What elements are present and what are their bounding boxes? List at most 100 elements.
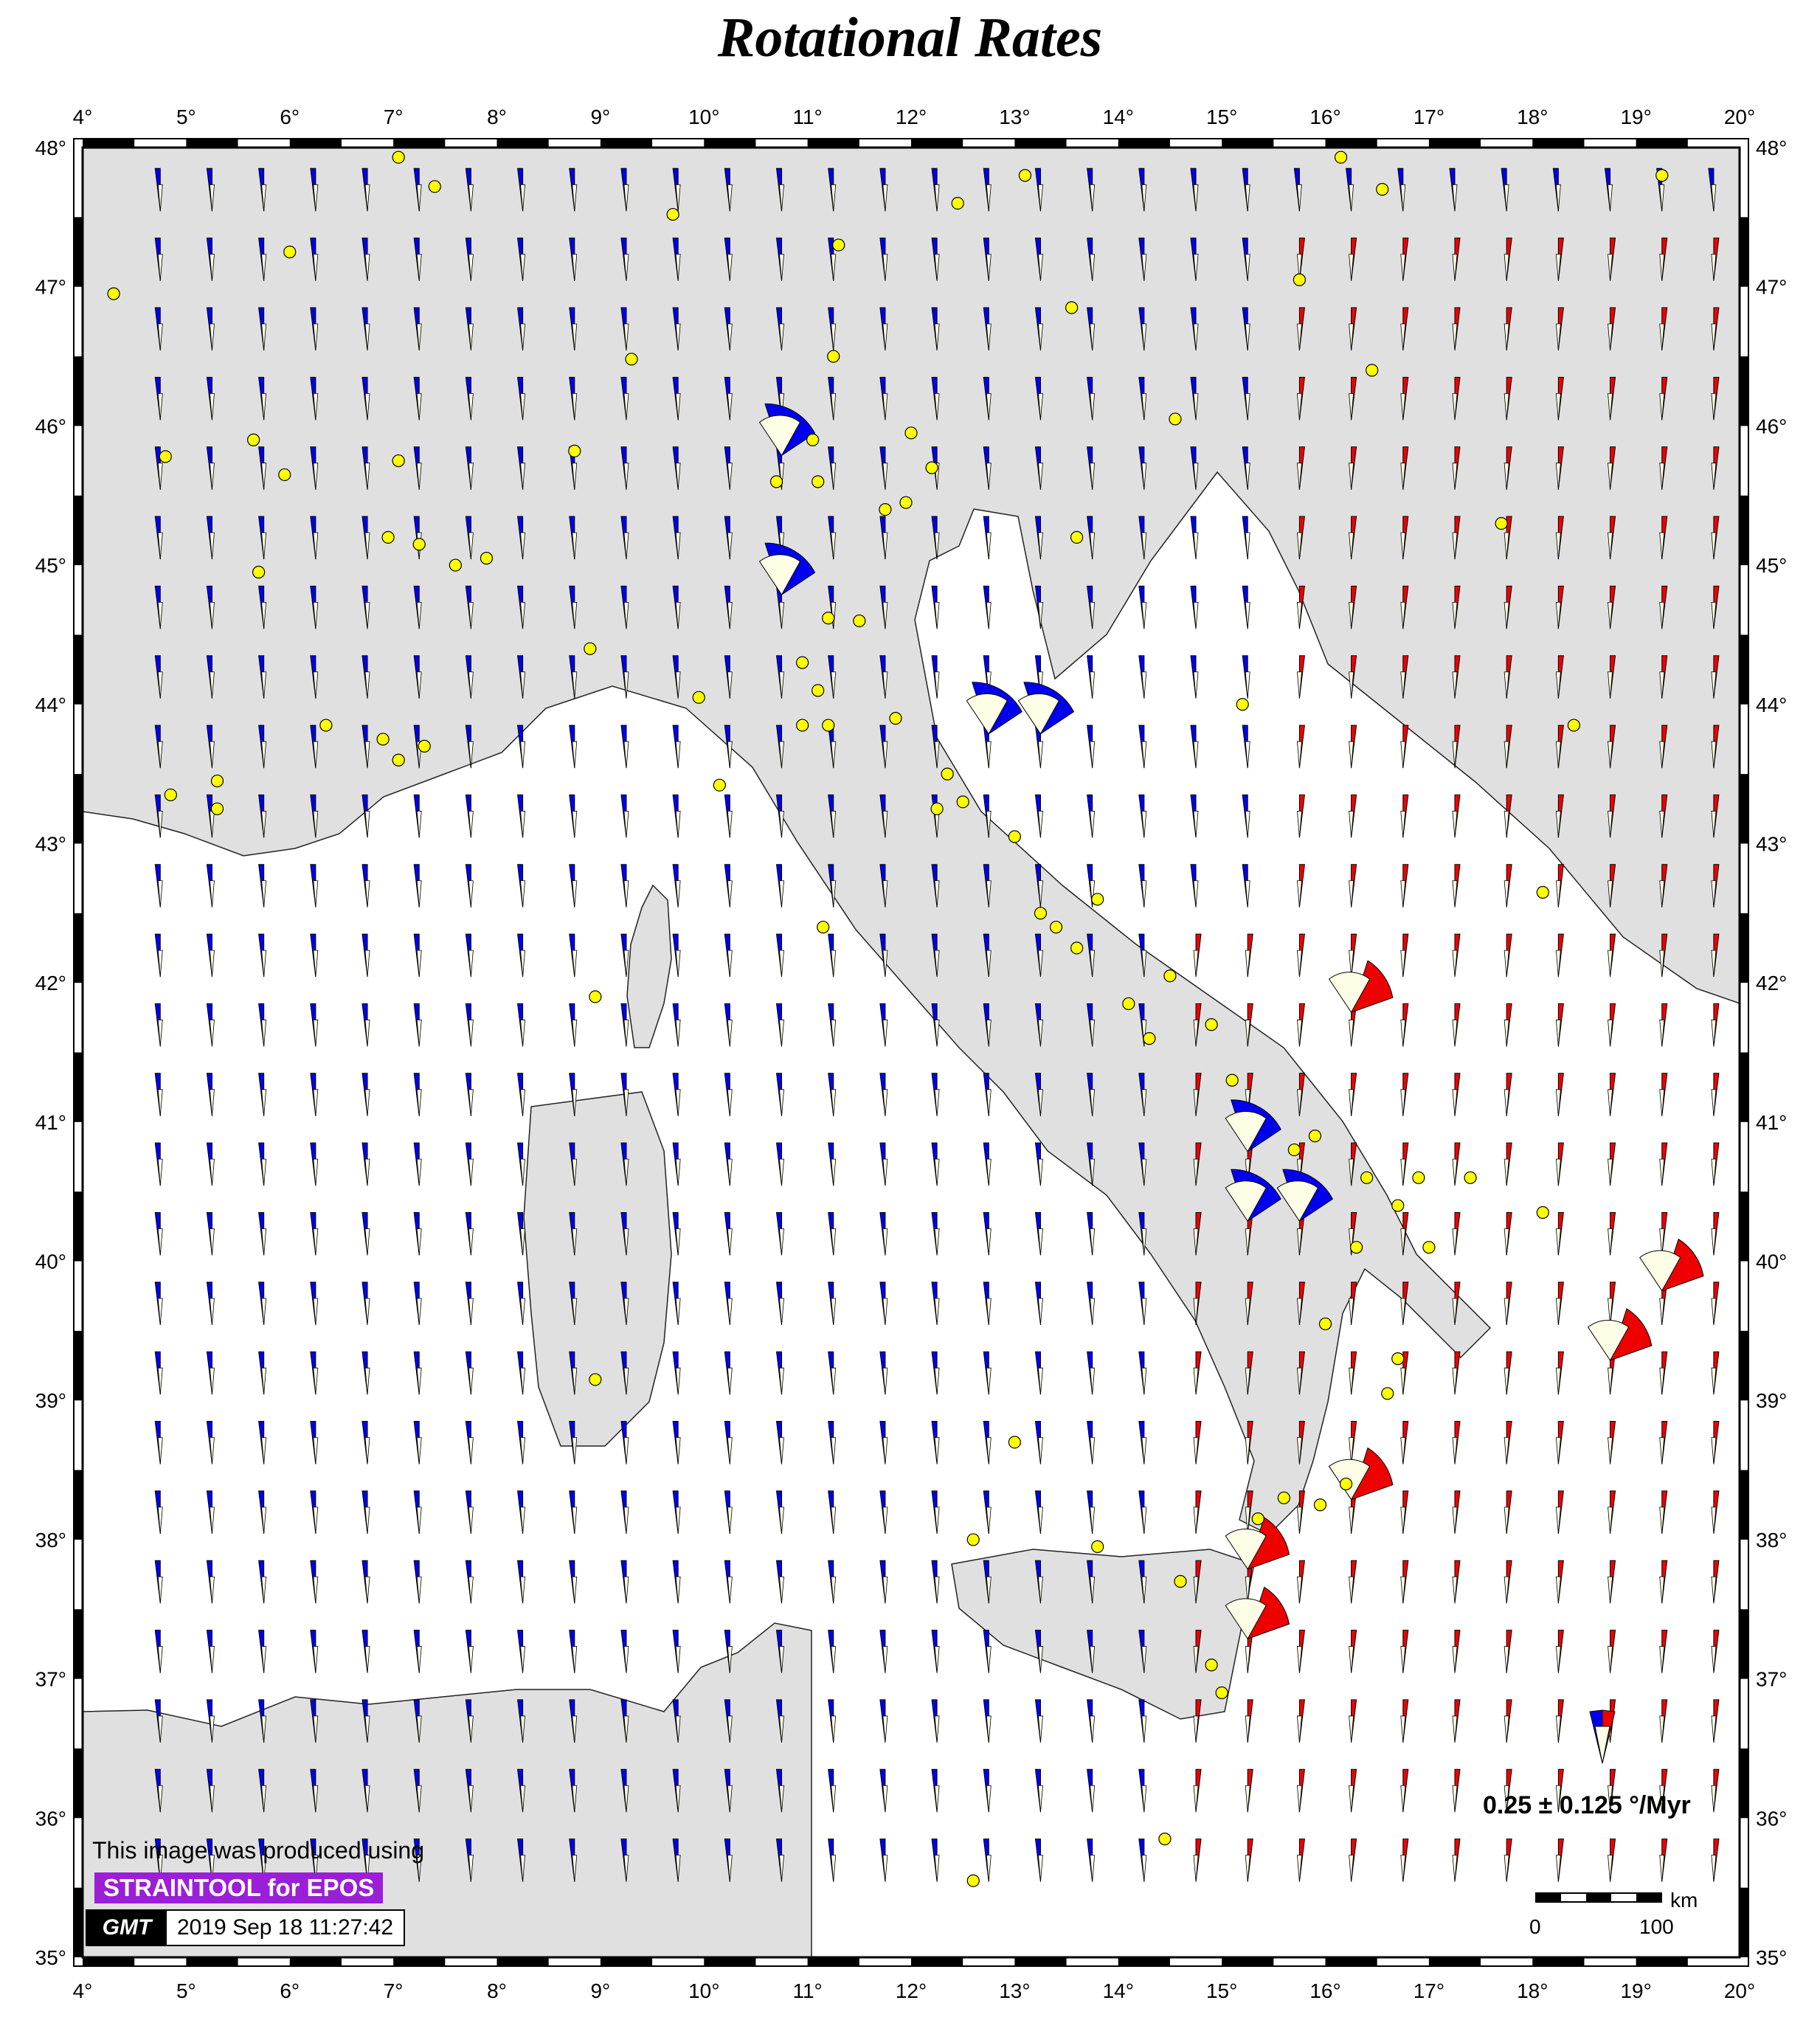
uncertainty-wedge	[1452, 1158, 1458, 1186]
uncertainty-wedge	[1296, 1020, 1302, 1047]
uncertainty-wedge	[1296, 811, 1302, 838]
uncertainty-wedge	[831, 184, 837, 212]
uncertainty-wedge	[364, 1785, 370, 1813]
lon-tick-label-bottom: 7°	[384, 1979, 404, 2002]
uncertainty-wedge	[1141, 671, 1147, 699]
uncertainty-wedge	[313, 532, 319, 560]
uncertainty-wedge	[416, 1785, 422, 1813]
uncertainty-wedge	[1711, 950, 1717, 978]
lat-tick-label-left: 35°	[35, 1946, 66, 1969]
station-point	[392, 454, 405, 468]
uncertainty-wedge	[572, 1437, 578, 1464]
uncertainty-wedge	[1659, 1855, 1665, 1882]
uncertainty-wedge	[468, 463, 474, 490]
uncertainty-wedge	[416, 880, 422, 907]
uncertainty-wedge	[1659, 1715, 1665, 1743]
uncertainty-wedge	[1296, 1089, 1302, 1116]
uncertainty-wedge	[831, 1367, 837, 1395]
uncertainty-wedge	[727, 1228, 733, 1256]
uncertainty-wedge	[520, 463, 526, 490]
uncertainty-wedge	[468, 671, 474, 699]
lat-tick-label-right: 37°	[1756, 1668, 1787, 1691]
credit-text: This image was produced using	[92, 1837, 425, 1864]
lat-tick-label-left: 36°	[35, 1807, 66, 1830]
uncertainty-wedge	[313, 880, 319, 907]
uncertainty-wedge	[675, 184, 681, 212]
uncertainty-wedge	[1555, 392, 1561, 421]
uncertainty-wedge	[1555, 1020, 1561, 1047]
uncertainty-wedge	[572, 254, 578, 281]
uncertainty-wedge	[1608, 532, 1613, 560]
uncertainty-wedge	[1400, 1785, 1406, 1813]
lon-tick-label-bottom: 6°	[280, 1979, 300, 2002]
uncertainty-wedge	[1608, 950, 1613, 978]
uncertainty-wedge	[1141, 880, 1147, 907]
station-point	[1567, 719, 1580, 732]
uncertainty-wedge	[1141, 463, 1147, 490]
uncertainty-wedge	[1038, 950, 1043, 978]
uncertainty-wedge	[1555, 1646, 1561, 1673]
uncertainty-wedge	[1659, 601, 1665, 629]
uncertainty-wedge	[779, 184, 784, 212]
uncertainty-wedge	[1452, 1507, 1458, 1534]
station-point	[392, 753, 405, 767]
uncertainty-wedge	[1452, 1715, 1458, 1743]
uncertainty-wedge	[1141, 1158, 1147, 1186]
uncertainty-wedge	[1349, 254, 1354, 281]
uncertainty-wedge	[364, 741, 370, 769]
uncertainty-wedge	[882, 463, 888, 490]
uncertainty-wedge	[364, 1298, 370, 1325]
uncertainty-wedge	[1400, 184, 1406, 212]
frame-bar-top	[600, 139, 653, 148]
uncertainty-wedge	[623, 1020, 629, 1047]
uncertainty-wedge	[520, 532, 526, 560]
uncertainty-wedge	[1659, 1507, 1665, 1534]
frame-bar-left	[74, 774, 83, 844]
station-point	[283, 245, 297, 259]
uncertainty-wedge	[157, 1437, 163, 1464]
station-point	[1251, 1512, 1264, 1526]
uncertainty-wedge	[1038, 811, 1043, 838]
uncertainty-wedge	[1349, 1437, 1354, 1464]
timestamp: 2019 Sep 18 11:27:42	[177, 1915, 394, 1940]
station-point	[769, 475, 783, 488]
uncertainty-wedge	[1141, 950, 1147, 978]
uncertainty-wedge	[261, 1089, 267, 1116]
uncertainty-wedge	[1711, 1158, 1717, 1186]
uncertainty-wedge	[1193, 811, 1199, 838]
station-point	[941, 767, 954, 781]
legend-label: 0.25 ± 0.125 °/Myr	[1483, 1791, 1691, 1819]
uncertainty-wedge	[934, 323, 940, 351]
uncertainty-wedge	[210, 1715, 215, 1743]
uncertainty-wedge	[986, 1437, 992, 1464]
rotation-wedges	[154, 167, 1720, 1882]
uncertainty-wedge	[986, 601, 992, 629]
uncertainty-fan-wedge	[1276, 1180, 1319, 1222]
uncertainty-wedge	[1452, 1089, 1458, 1116]
rotation-fan-wedge	[1247, 1517, 1290, 1570]
uncertainty-wedge	[934, 880, 940, 907]
uncertainty-wedge	[1090, 1715, 1096, 1743]
uncertainty-wedge	[727, 1855, 733, 1882]
uncertainty-wedge	[882, 1437, 888, 1464]
uncertainty-wedge	[1400, 1367, 1406, 1395]
rotation-wedge-icon	[1589, 1709, 1616, 1764]
station-point	[376, 733, 390, 746]
uncertainty-wedge	[986, 1646, 992, 1673]
uncertainty-wedge	[1555, 1507, 1561, 1534]
uncertainty-wedge	[572, 532, 578, 560]
uncertainty-wedge	[1452, 1298, 1458, 1325]
uncertainty-wedge	[1452, 1020, 1458, 1047]
station-point	[796, 656, 809, 669]
uncertainty-wedge	[1090, 601, 1096, 629]
frame-bar-bottom	[911, 1957, 963, 1966]
uncertainty-wedge	[882, 1367, 888, 1395]
uncertainty-wedge	[623, 950, 629, 978]
uncertainty-wedge	[364, 1437, 370, 1464]
uncertainty-wedge	[1296, 1785, 1302, 1813]
uncertainty-wedge	[1141, 1646, 1147, 1673]
lat-tick-label-right: 35°	[1756, 1946, 1787, 1969]
uncertainty-wedge	[986, 392, 992, 421]
uncertainty-wedge	[1711, 1228, 1717, 1256]
uncertainty-wedge	[1608, 1576, 1613, 1604]
